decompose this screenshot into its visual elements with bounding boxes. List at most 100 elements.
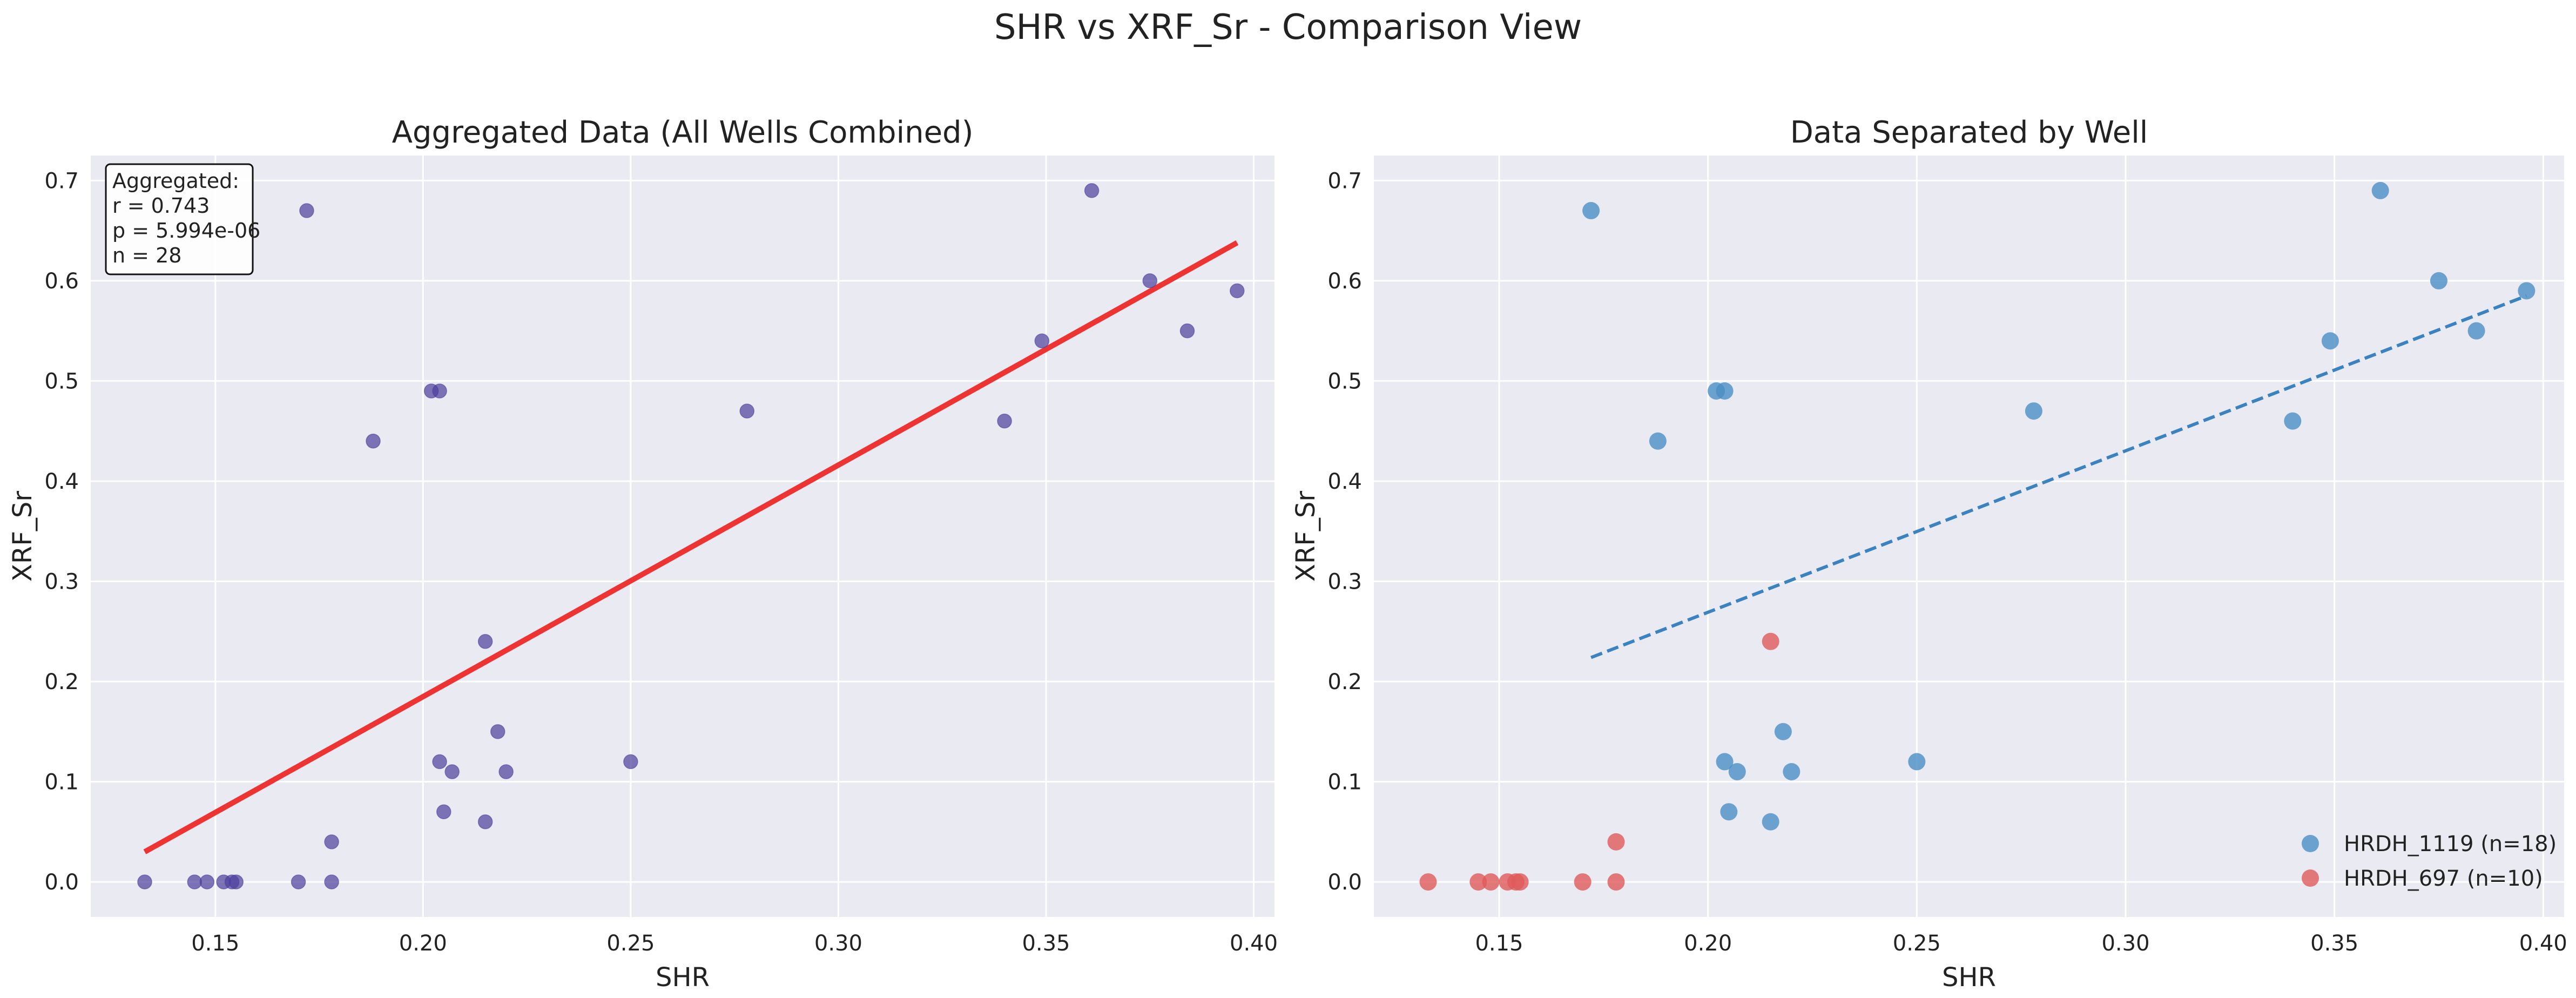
chart2-x-tick-label: 0.25 [1893,931,1941,956]
by-well-panel: 0.15 0.20 0.25 0.30 0.35 0.40 0.0 0.1 0.2 0.3 0.4 0… [1291,115,2567,993]
chart2-point-s2 [1574,873,1592,891]
chart2-point-s1 [2467,322,2485,340]
chart2-point-s1 [1649,432,1667,450]
chart1-y-tick-label: 0.0 [44,870,79,895]
chart1-y-tick-label: 0.7 [44,168,79,193]
chart1-point-s1 [436,804,451,819]
chart1-y-tick-label: 0.1 [44,770,79,795]
chart2-y-tick-label: 0.6 [1327,269,1362,294]
chart1-point-s1 [997,413,1012,429]
chart2-y-tick-label: 0.5 [1327,369,1362,394]
chart1-point-s1 [324,834,339,849]
chart2-x-axis-label: SHR [1942,962,1996,993]
chart1-x-tick-label: 0.20 [399,931,447,956]
chart1-point-s1 [1179,323,1195,339]
chart2-point-s1 [1720,803,1738,821]
chart1-point-s1 [490,724,505,739]
chart1-x-tick-label: 0.40 [1230,931,1278,956]
chart1-x-tick-label: 0.30 [814,931,862,956]
chart1-point-s1 [1084,183,1100,198]
chart2-legend-label: HRDH_697 (n=10) [2344,866,2543,891]
chart1-y-tick-label: 0.5 [44,369,79,394]
chart1-point-s1 [228,874,244,889]
chart2-point-s1 [1716,382,1734,400]
chart2-x-tick-label: 0.20 [1684,931,1732,956]
chart2-y-tick-label: 0.4 [1327,469,1362,494]
chart2-x-tick-label: 0.30 [2101,931,2149,956]
chart1-point-s1 [739,403,754,419]
chart1-y-tick-label: 0.4 [44,469,79,494]
chart2-y-axis-label: XRF_Sr [1291,491,1321,582]
chart1-y-axis-label: XRF_Sr [8,491,38,582]
chart2-legend-label: HRDH_1119 (n=18) [2344,832,2557,857]
chart1-point-s1 [444,764,460,779]
chart2-x-tick-label: 0.15 [1475,931,1523,956]
chart1-point-s1 [324,874,339,889]
chart1-plot-area [91,156,1274,917]
chart2-point-s1 [1716,753,1734,771]
chart1-title: Aggregated Data (All Wells Combined) [392,115,974,150]
chart1-annotation-text: n = 28 [112,244,181,267]
chart1-y-tick-label: 0.2 [44,670,79,694]
chart2-point-s1 [2371,181,2389,199]
chart2-point-s1 [1908,753,1926,771]
chart2-point-s2 [1607,873,1625,891]
chart1-y-tick-label: 0.6 [44,269,79,294]
chart1-fit-line [143,240,1239,854]
chart2-legend-marker [2302,869,2319,887]
chart1-point-s1 [291,874,306,889]
chart1-point-s1 [623,754,638,770]
chart2-plot-area [1374,156,2564,917]
chart1-annotation-text: p = 5.994e-06 [112,219,260,242]
chart1-x-tick-label: 0.15 [191,931,239,956]
chart1-point-s1 [199,874,215,889]
chart2-point-s1 [1783,763,1800,780]
chart2-point-s2 [1482,873,1500,891]
chart2-point-s2 [1419,873,1437,891]
chart1-point-s1 [299,203,314,218]
chart2-y-tick-label: 0.1 [1327,770,1362,795]
chart2-x-tick-label: 0.40 [2519,931,2567,956]
chart1-point-s1 [477,814,493,830]
chart1-point-s1 [187,874,203,889]
chart2-point-s2 [1511,873,1529,891]
chart2-legend-marker [2302,835,2319,852]
chart2-point-s1 [2284,412,2302,430]
chart1-x-tick-label: 0.35 [1022,931,1070,956]
chart1-point-s1 [1034,333,1050,348]
chart2-point-s1 [2518,282,2535,300]
chart2-y-tick-label: 0.7 [1327,168,1362,193]
chart1-x-tick-label: 0.25 [606,931,655,956]
chart2-x-tick-label: 0.35 [2310,931,2358,956]
chart2-y-tick-label: 0.3 [1327,569,1362,594]
chart1-point-s1 [366,434,381,449]
chart2-point-s2 [1469,873,1487,891]
chart2-point-s1 [1762,813,1779,831]
chart2-title: Data Separated by Well [1790,115,2148,150]
chart2-point-s1 [2321,332,2339,350]
chart2-point-s1 [1728,763,1746,780]
chart1-annotation-text: Aggregated: [112,169,239,193]
chart2-point-s2 [1762,632,1779,650]
chart2-point-s1 [1582,202,1600,220]
chart1-point-s1 [432,754,447,770]
chart1-y-tick-label: 0.3 [44,569,79,594]
chart1-point-s1 [1142,273,1158,288]
chart2-point-s1 [2430,272,2447,289]
figure-suptitle: SHR vs XRF_Sr - Comparison View [994,8,1582,48]
chart1-point-s1 [498,764,514,779]
chart2-point-s1 [2025,402,2042,420]
chart1-point-s1 [477,634,493,649]
aggregated-panel: 0.15 0.20 0.25 0.30 0.35 0.40 0.0 0.1 0.2 0.3 0.4 0… [8,115,1278,993]
chart2-point-s1 [1774,723,1792,740]
chart1-point-s1 [1230,283,1245,299]
chart2-y-tick-label: 0.0 [1327,870,1362,895]
chart2-point-s2 [1607,833,1625,851]
chart1-annotation-text: r = 0.743 [112,194,210,218]
chart1-point-s1 [432,383,447,399]
chart2-fit-line [1590,294,2527,659]
chart1-x-axis-label: SHR [656,962,710,993]
chart2-y-tick-label: 0.2 [1327,670,1362,694]
chart1-annotation-box [105,163,254,275]
